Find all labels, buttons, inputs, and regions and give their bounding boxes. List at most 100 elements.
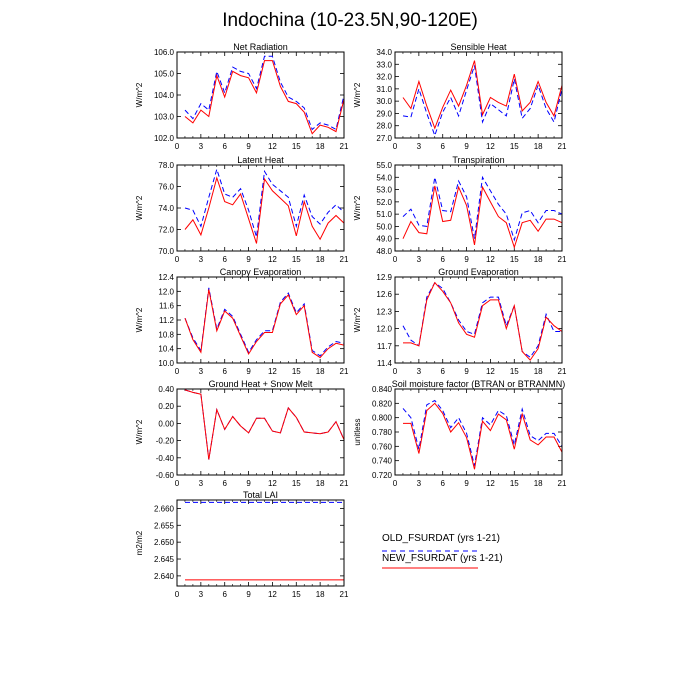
x-tick-label: 0 (175, 367, 180, 376)
x-tick-label: 3 (199, 142, 204, 151)
x-tick-label: 9 (464, 367, 469, 376)
chart-panel-5: Canopy Evaporation W/m^2 0 3 6 9 12 15 18 21 10.0 1… (135, 267, 349, 376)
series-line-new-fsurdat (184, 60, 345, 135)
x-tick-label: 18 (316, 590, 325, 599)
panel-title: Sensible Heat (450, 42, 507, 52)
x-tick-label: 12 (486, 255, 495, 264)
y-tick-label: 0.780 (372, 428, 393, 437)
y-tick-label: 52.0 (376, 198, 392, 207)
x-tick-label: 0 (393, 255, 398, 264)
y-tick-label: 0.800 (372, 414, 393, 423)
series-line-new-fsurdat (184, 289, 345, 359)
x-tick-label: 12 (486, 479, 495, 488)
series-line-old-fsurdat (184, 389, 345, 460)
y-tick-label: 27.0 (376, 134, 392, 143)
x-tick-label: 0 (175, 255, 180, 264)
x-tick-label: 6 (440, 255, 445, 264)
y-tick-label: 106.0 (154, 48, 175, 57)
x-tick-label: 12 (268, 142, 277, 151)
series-line-old-fsurdat (184, 287, 345, 357)
y-tick-label: 0.40 (158, 385, 174, 394)
y-tick-label: 10.0 (158, 359, 174, 368)
y-tick-label: 11.2 (159, 316, 175, 325)
y-tick-label: 12.9 (376, 273, 392, 282)
x-tick-label: 21 (340, 590, 349, 599)
x-tick-label: 3 (199, 367, 204, 376)
x-tick-label: 18 (316, 367, 325, 376)
chart-panel-4: Transpiration W/m^2 0 3 6 9 12 15 18 21 48.0 49.0 50… (353, 155, 567, 264)
x-tick-label: 15 (510, 479, 519, 488)
y-tick-label: 72.0 (158, 226, 174, 235)
y-tick-label: 11.7 (377, 342, 393, 351)
x-tick-label: 15 (292, 367, 301, 376)
y-axis-label: W/m^2 (353, 195, 362, 220)
chart-panel-8: Soil moisture factor (BTRAN or BTRANMN) u… (353, 379, 567, 488)
y-tick-label: 32.0 (376, 73, 392, 82)
y-tick-label: 2.655 (154, 521, 175, 530)
y-tick-label: 0.820 (372, 399, 393, 408)
panel-title: Latent Heat (237, 155, 284, 165)
panel-title: Ground Heat + Snow Melt (209, 379, 313, 389)
x-tick-label: 12 (268, 367, 277, 376)
x-tick-label: 12 (486, 367, 495, 376)
x-tick-label: 9 (246, 255, 251, 264)
x-tick-label: 9 (464, 479, 469, 488)
y-tick-label: 0.00 (158, 419, 174, 428)
y-tick-label: 2.650 (154, 538, 175, 547)
y-tick-label: 0.760 (372, 442, 393, 451)
panel-title: Soil moisture factor (BTRAN or BTRANMN) (392, 379, 566, 389)
x-tick-label: 18 (534, 142, 543, 151)
panel-title: Transpiration (452, 155, 504, 165)
panel-title: Total LAI (243, 490, 278, 500)
series-line-old-fsurdat (184, 55, 345, 131)
x-tick-label: 21 (340, 367, 349, 376)
y-tick-label: 12.0 (376, 325, 392, 334)
y-axis-label: unitless (353, 418, 362, 445)
y-tick-label: -0.20 (156, 437, 175, 446)
y-tick-label: 12.4 (158, 273, 174, 282)
series-line-old-fsurdat (402, 281, 562, 359)
x-tick-label: 0 (393, 142, 398, 151)
y-axis-label: m2/m2 (135, 530, 144, 555)
x-tick-label: 12 (268, 590, 277, 599)
y-tick-label: 10.4 (158, 345, 174, 354)
plot-frame (394, 388, 563, 476)
plot-frame (176, 276, 345, 364)
y-axis-label: W/m^2 (135, 195, 144, 220)
y-tick-label: 2.645 (154, 555, 175, 564)
x-tick-label: 0 (175, 479, 180, 488)
plot-frame (176, 51, 345, 139)
legend-label-new: NEW_FSURDAT (yrs 1-21) (382, 553, 503, 564)
x-tick-label: 15 (292, 590, 301, 599)
x-tick-label: 3 (417, 142, 422, 151)
y-tick-label: 0.20 (158, 402, 174, 411)
x-tick-label: 15 (292, 479, 301, 488)
x-tick-label: 9 (246, 142, 251, 151)
x-tick-label: 21 (340, 479, 349, 488)
x-tick-label: 9 (246, 367, 251, 376)
x-tick-label: 18 (316, 479, 325, 488)
x-tick-label: 0 (393, 367, 398, 376)
y-tick-label: 55.0 (376, 161, 392, 170)
y-tick-label: 31.0 (376, 85, 392, 94)
x-tick-label: 6 (222, 479, 227, 488)
x-tick-label: 18 (316, 142, 325, 151)
series-line-new-fsurdat (402, 60, 563, 130)
x-tick-label: 12 (268, 479, 277, 488)
x-tick-label: 15 (292, 255, 301, 264)
legend: OLD_FSURDAT (yrs 1-21) NEW_FSURDAT (yrs … (382, 533, 503, 569)
x-tick-label: 9 (464, 142, 469, 151)
x-tick-label: 21 (340, 255, 349, 264)
y-tick-label: 54.0 (376, 173, 392, 182)
x-tick-label: 18 (316, 255, 325, 264)
series-line-new-fsurdat (402, 185, 563, 249)
x-tick-label: 18 (534, 367, 543, 376)
x-tick-label: 6 (440, 367, 445, 376)
y-tick-label: 12.0 (158, 287, 174, 296)
chart-panel-9: Total LAI m2/m2 0 3 6 9 12 15 18 21 2.640 2.645 2.65… (135, 490, 349, 599)
series-line-old-fsurdat (402, 175, 563, 242)
x-tick-label: 6 (222, 255, 227, 264)
y-tick-label: 11.4 (377, 359, 393, 368)
x-tick-label: 0 (175, 590, 180, 599)
x-tick-label: 6 (222, 367, 227, 376)
